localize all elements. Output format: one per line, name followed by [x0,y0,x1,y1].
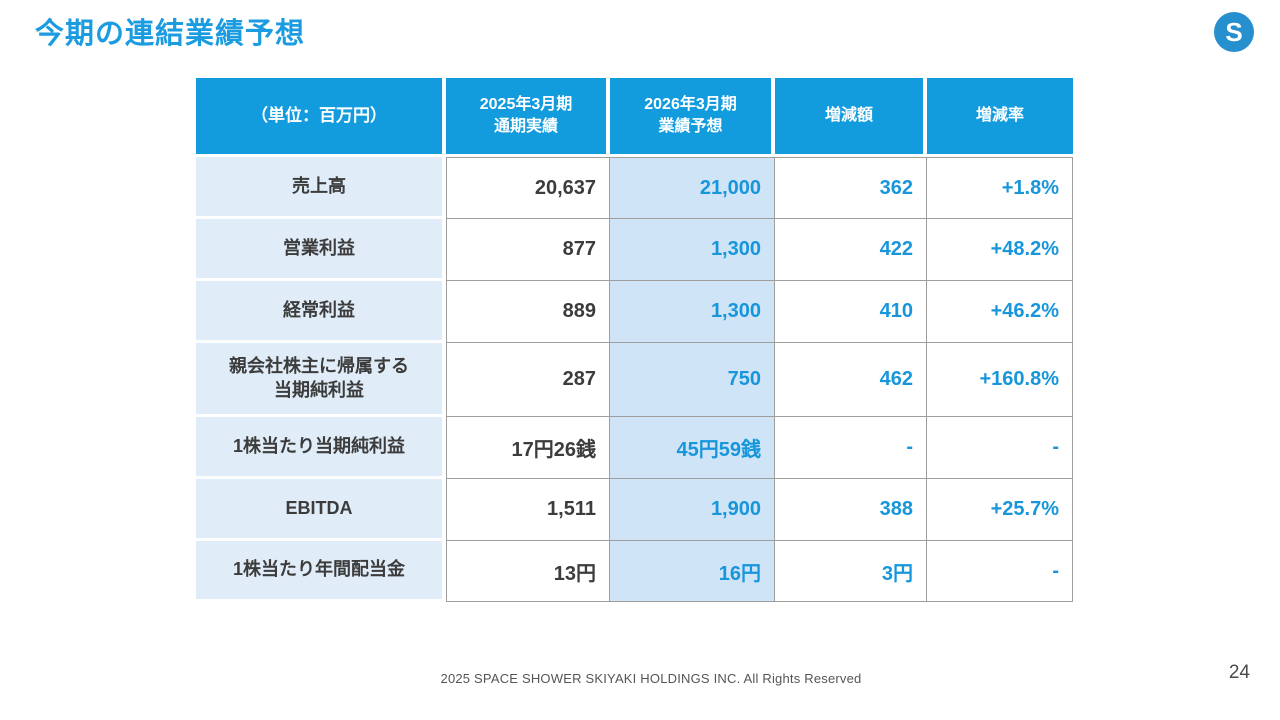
header-change-rate: 増減率 [927,78,1073,154]
company-logo: S [1214,12,1254,52]
cell-diff: 410 [775,281,927,343]
cell-forecast: 1,300 [610,219,775,281]
cell-rate: +46.2% [927,281,1073,343]
table-header-row: （単位：百万円） 2025年3月期 通期実績 2026年3月期 業績予想 増減額… [196,78,1073,154]
header-unit: （単位：百万円） [196,78,442,154]
cell-actual: 13円 [446,541,610,602]
cell-diff: 422 [775,219,927,281]
cell-diff: 362 [775,157,927,219]
row-label-net-sales: 売上高 [196,157,446,219]
cell-rate: - [927,541,1073,602]
header-change-amount: 増減額 [775,78,923,154]
cell-rate: - [927,417,1073,479]
cell-actual: 287 [446,343,610,417]
cell-diff: 3円 [775,541,927,602]
logo-letter: S [1225,16,1243,47]
cell-forecast: 21,000 [610,157,775,219]
cell-diff: 462 [775,343,927,417]
cell-rate: +1.8% [927,157,1073,219]
header-actual-fy2025: 2025年3月期 通期実績 [446,78,606,154]
cell-forecast: 1,300 [610,281,775,343]
row-label-operating-profit: 営業利益 [196,219,446,281]
cell-actual: 1,511 [446,479,610,541]
header-forecast-fy2026: 2026年3月期 業績予想 [610,78,771,154]
row-label-ordinary-profit: 経常利益 [196,281,446,343]
cell-diff: - [775,417,927,479]
row-label-profit-attributable-to-owners: 親会社株主に帰属する 当期純利益 [196,343,446,417]
cell-rate: +160.8% [927,343,1073,417]
cell-forecast: 45円59銭 [610,417,775,479]
page-title: 今期の連結業績予想 [35,18,306,50]
table-body: 売上高 20,637 21,000 362 +1.8% 営業利益 877 1,3… [196,157,1073,602]
cell-actual: 17円26銭 [446,417,610,479]
row-label-annual-dividend-per-share: 1株当たり年間配当金 [196,541,446,602]
copyright-text: 2025 SPACE SHOWER SKIYAKI HOLDINGS INC. … [440,671,862,686]
cell-actual: 877 [446,219,610,281]
cell-forecast: 750 [610,343,775,417]
cell-actual: 20,637 [446,157,610,219]
row-label-ebitda: EBITDA [196,479,446,541]
row-label-eps: 1株当たり当期純利益 [196,417,446,479]
cell-rate: +48.2% [927,219,1073,281]
cell-actual: 889 [446,281,610,343]
page-number: 24 [1228,662,1250,683]
cell-rate: +25.7% [927,479,1073,541]
cell-forecast: 16円 [610,541,775,602]
cell-diff: 388 [775,479,927,541]
earnings-forecast-table: （単位：百万円） 2025年3月期 通期実績 2026年3月期 業績予想 増減額… [196,78,1073,602]
cell-forecast: 1,900 [610,479,775,541]
